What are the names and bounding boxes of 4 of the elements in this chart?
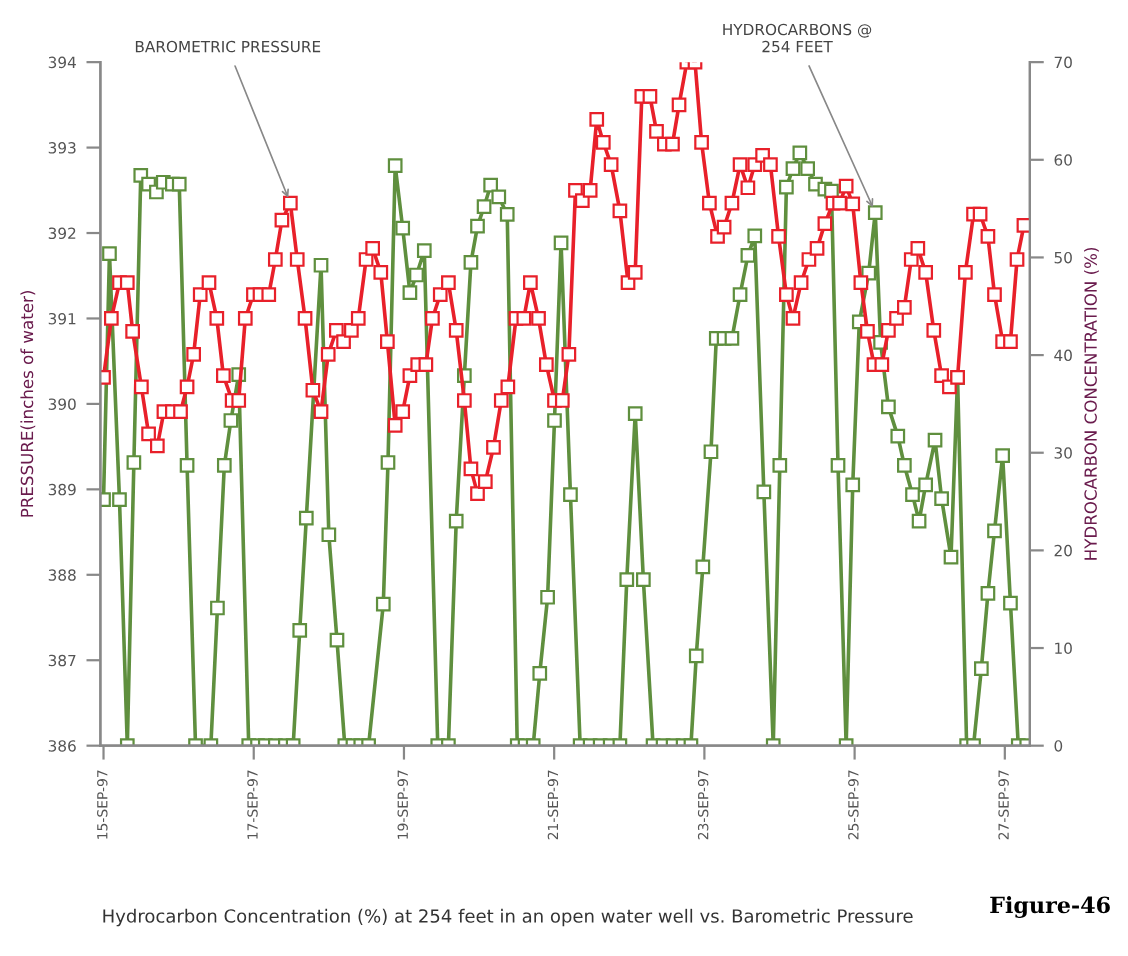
y2-axis-title: HYDROCARBON CONCENTRATION (%) <box>1084 247 1099 560</box>
text: Figure-46 <box>990 896 1110 918</box>
y-axis-title: PRESSURE(inches of water) <box>20 291 36 517</box>
text: Hydrocarbon Concentration (%) at 254 feet in an open water well vs. Barometric Pressure <box>103 908 913 927</box>
